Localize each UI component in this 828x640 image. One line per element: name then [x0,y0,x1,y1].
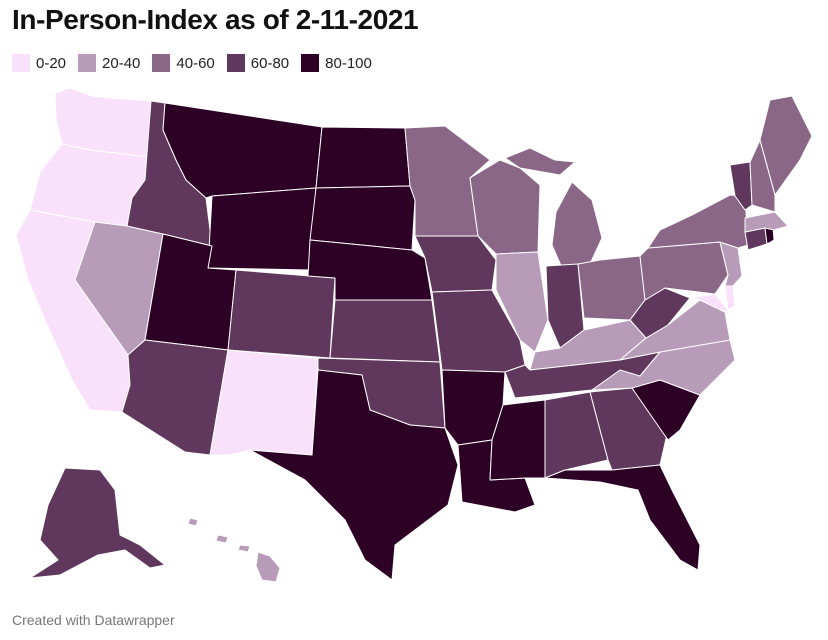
state-nc[interactable] [591,339,736,396]
state-nh[interactable] [749,139,776,213]
state-az[interactable] [121,339,229,456]
legend-swatch-20-40 [78,54,97,72]
state-pa[interactable] [639,241,729,301]
legend-swatch-40-60 [152,54,171,72]
legend-item-40-60: 40-60 [152,54,215,72]
legend: 0-20 20-40 40-60 60-80 80-100 [12,54,384,72]
credit-line: Created with Datawrapper [12,612,175,628]
state-mi[interactable] [551,181,603,269]
state-wi[interactable] [469,159,541,255]
state-fl[interactable] [544,464,701,571]
state-co[interactable] [227,269,336,359]
legend-swatch-80-100 [301,54,320,72]
legend-label-20-40: 20-40 [102,54,141,72]
state-me[interactable] [759,95,813,196]
legend-item-0-20: 0-20 [12,54,66,72]
state-de[interactable] [724,285,736,311]
page-title: In-Person-Index as of 2-11-2021 [12,4,419,35]
state-ak[interactable] [29,467,166,579]
state-mi-upper[interactable] [504,147,576,176]
state-nd[interactable] [315,126,411,189]
state-hi[interactable] [187,517,281,583]
legend-label-0-20: 0-20 [36,54,67,72]
state-wy[interactable] [207,187,317,271]
legend-item-60-80: 60-80 [226,54,290,72]
legend-label-60-80: 60-80 [250,54,290,72]
state-ks[interactable] [329,299,441,363]
state-al[interactable] [544,391,609,479]
legend-label-80-100: 80-100 [325,54,372,72]
state-tx[interactable] [249,369,459,581]
state-vt[interactable] [729,161,753,211]
state-sd[interactable] [309,185,416,251]
legend-label-40-60: 40-60 [176,54,215,72]
state-ny[interactable] [647,194,749,249]
legend-item-20-40: 20-40 [78,54,140,72]
state-nm[interactable] [209,349,319,456]
legend-item-80-100: 80-100 [301,54,372,72]
legend-swatch-0-20 [12,54,30,72]
state-oh[interactable] [577,255,646,321]
state-md[interactable] [689,293,729,313]
legend-swatch-60-80 [226,54,245,72]
